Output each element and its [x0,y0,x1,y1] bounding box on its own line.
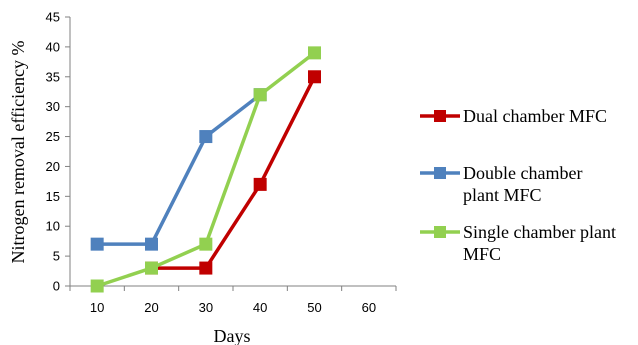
legend-marker [434,110,446,122]
data-point-marker [90,279,104,293]
legend-marker [434,226,446,238]
data-point-marker [308,46,321,60]
axes [65,16,397,291]
series-line [96,51,316,288]
data-point-marker [145,261,158,275]
legend-label: Dual chamber MFC [463,106,607,126]
x-tick-labels: 10 20 30 40 50 60 [90,300,376,315]
data-point-marker [199,261,213,275]
data-point-marker [308,70,321,84]
y-tick-label: 20 [46,159,60,174]
series-line [151,75,317,270]
data-point-marker [199,237,213,251]
x-tick-label: 10 [90,300,104,315]
legend-marker [434,167,446,179]
data-point-marker [199,130,213,144]
series-2 [90,88,267,251]
x-axis-title: Days [214,326,251,345]
x-tick-label: 40 [253,300,267,315]
data-point-marker [145,237,158,251]
y-tick-label: 5 [53,249,60,264]
y-tick-label: 0 [53,279,60,294]
y-tick-label: 30 [46,99,60,114]
x-tick-label: 20 [144,300,158,315]
series-layer [90,46,321,293]
series-3 [90,46,321,293]
legend-label: Double chamber [463,163,582,183]
y-axis-title: Nitrogen removal efficiency % [8,40,28,263]
legend-label: plant MFC [463,185,542,205]
legend-item-1: Dual chamber MFC [420,106,607,126]
y-tick-label: 10 [46,219,60,234]
x-tick-label: 50 [307,300,321,315]
data-point-marker [90,237,104,251]
y-tick-label: 40 [46,39,60,54]
legend-label: Single chamber plant [463,222,616,242]
data-point-marker [253,88,267,102]
x-tick-label: 60 [362,300,376,315]
y-tick-label: 15 [46,189,60,204]
y-tick-labels: 0 5 10 15 20 25 30 35 40 45 [46,10,60,294]
y-tick-label: 25 [46,129,60,144]
series-line [97,93,262,246]
y-tick-label: 45 [46,10,60,25]
data-point-marker [253,177,267,191]
x-tick-label: 30 [199,300,213,315]
y-tick-label: 35 [46,69,60,84]
legend-label: MFC [463,244,501,264]
